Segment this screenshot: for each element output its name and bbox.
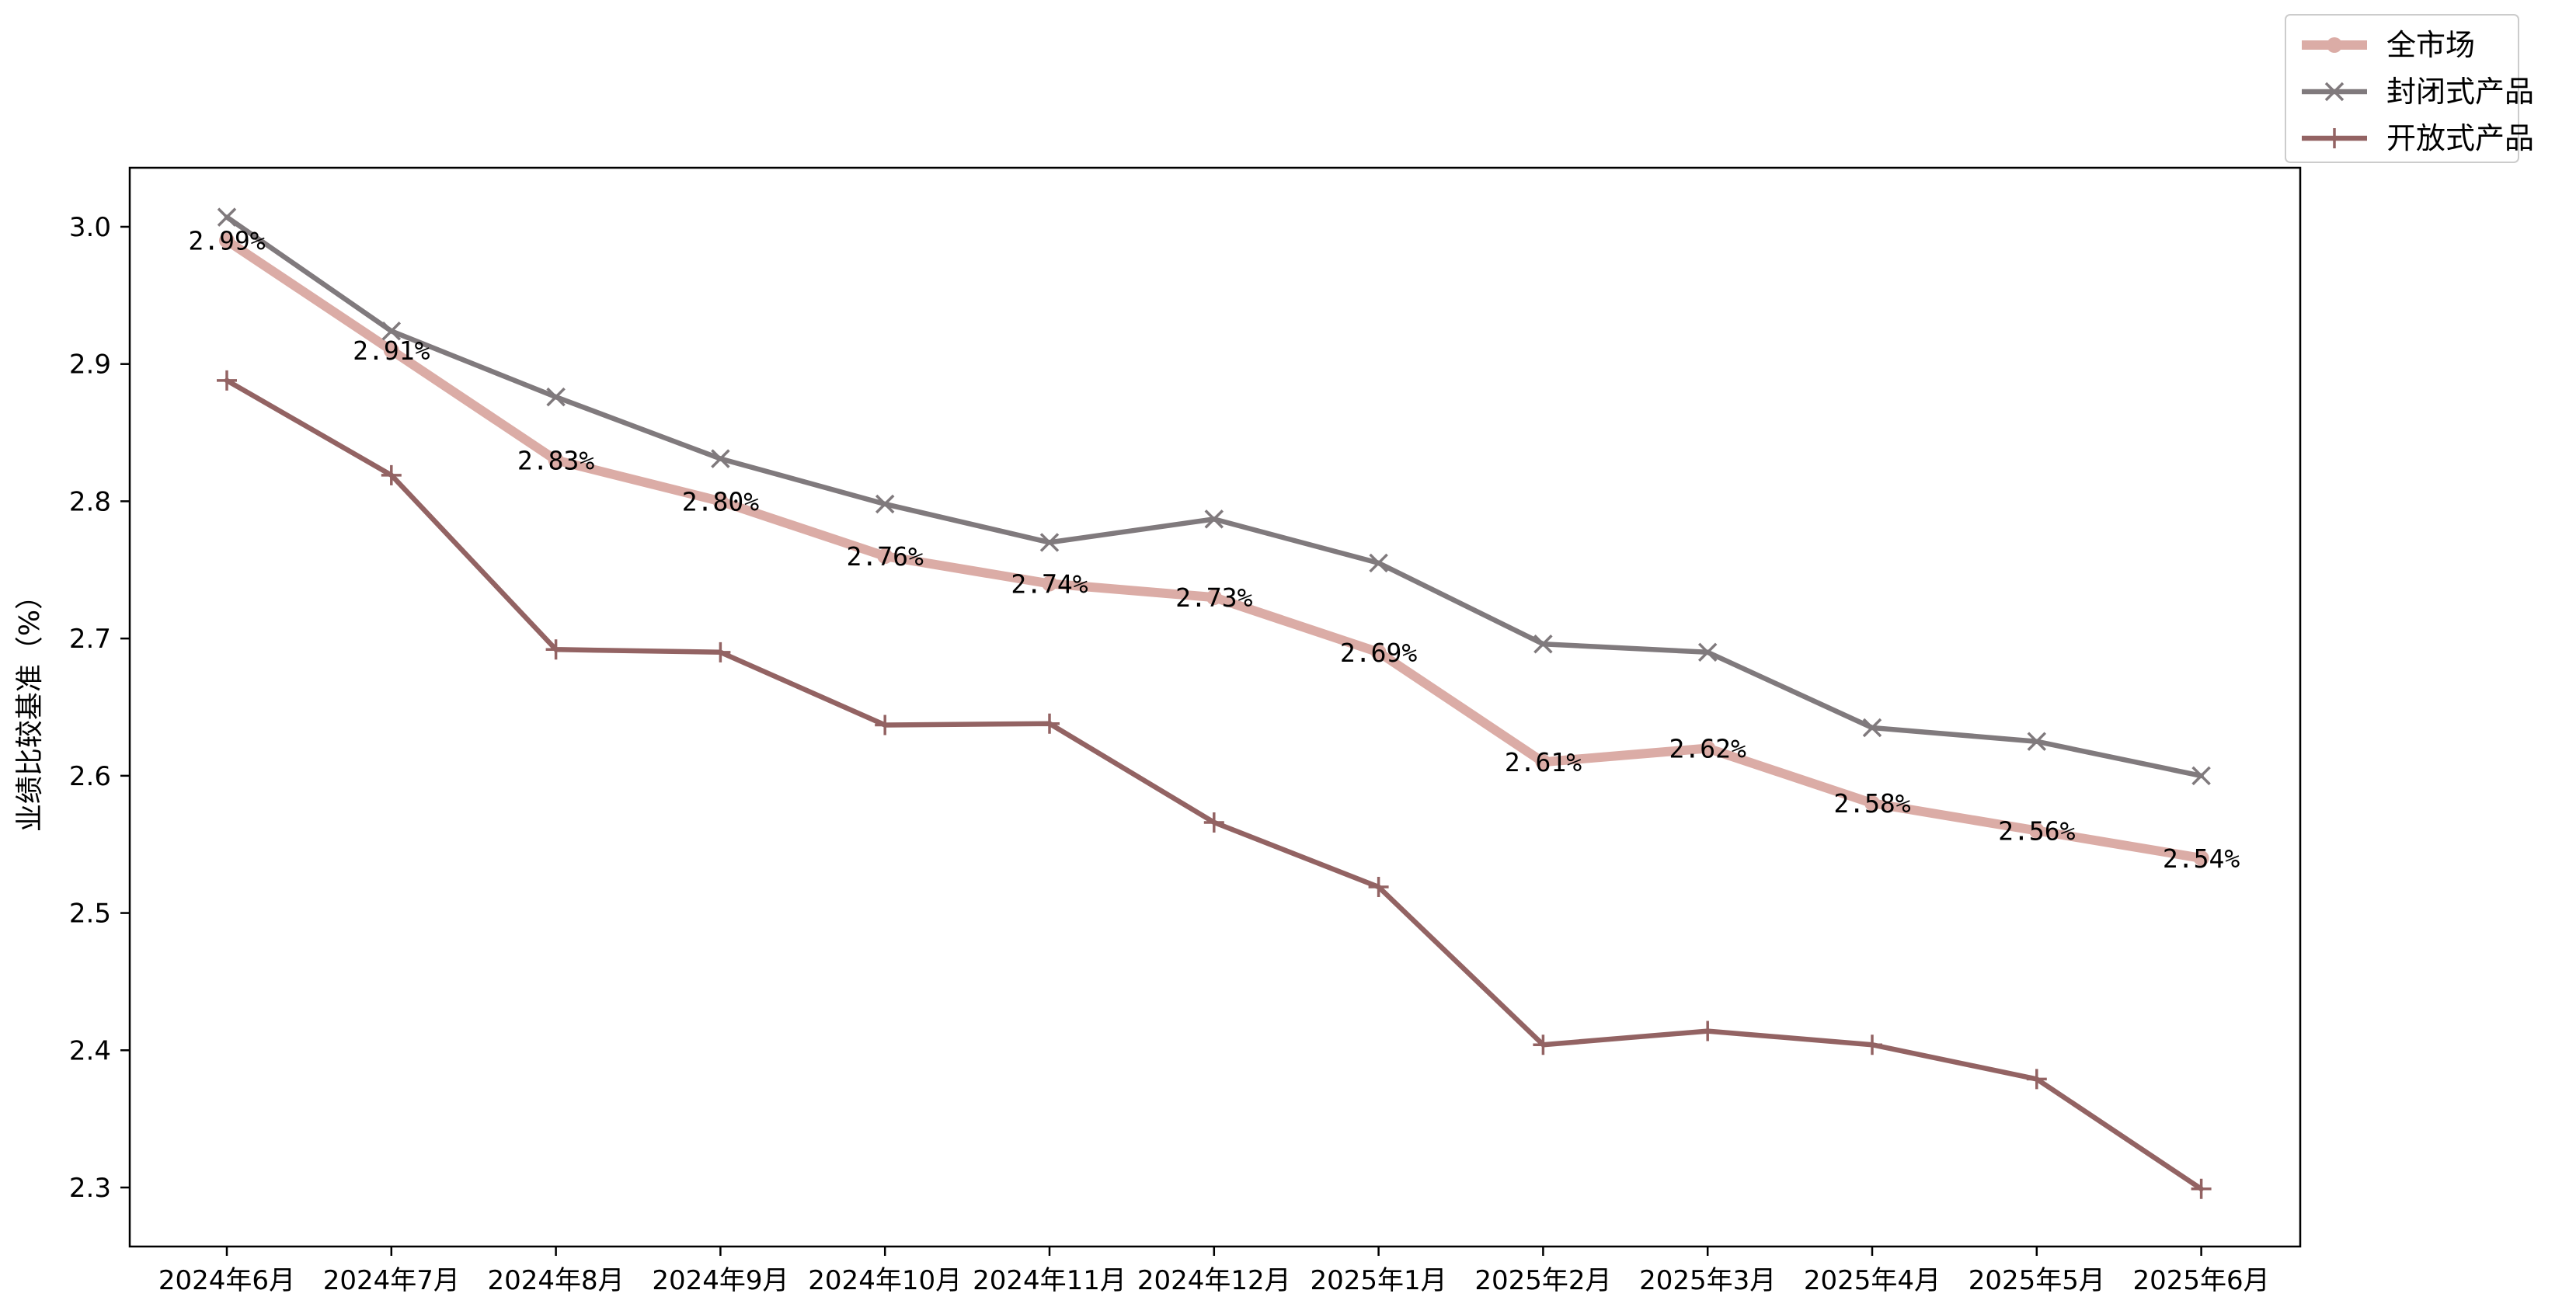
data-label: 2.83%: [517, 445, 594, 475]
data-point: [1864, 795, 1880, 812]
data-point: [217, 370, 237, 391]
data-point: [1039, 533, 1060, 552]
data-point: [383, 343, 399, 359]
x-tick-label: 2024年10月: [808, 1265, 962, 1296]
data-point: [1700, 740, 1716, 756]
legend-label: 封闭式产品: [2386, 75, 2534, 109]
series-layer: [217, 207, 2212, 1199]
series-2: [217, 207, 2211, 786]
data-point: [1042, 575, 1057, 592]
legend-item: 开放式产品: [2302, 121, 2534, 155]
data-point: [1535, 754, 1551, 770]
data-point: [1039, 713, 1060, 734]
data-point: [1533, 1034, 1554, 1055]
data-point: [381, 322, 402, 341]
data-label: 2.80%: [682, 486, 759, 516]
data-point: [217, 207, 237, 227]
data-label: 2.74%: [1011, 569, 1088, 599]
x-tick-label: 2024年11月: [973, 1265, 1126, 1296]
data-point: [1370, 644, 1387, 660]
data-label: 2.99%: [188, 226, 265, 256]
data-point: [1533, 634, 1553, 654]
legend-box: [2285, 14, 2519, 163]
legend-label: 全市场: [2386, 28, 2475, 62]
data-label: 2.91%: [353, 336, 430, 366]
y-tick-label: 2.6: [69, 761, 111, 792]
x-tick-label: 2024年7月: [323, 1265, 460, 1296]
data-label: 2.56%: [1998, 816, 2075, 847]
data-point: [2327, 37, 2342, 53]
plot-area: [128, 166, 2302, 1248]
y-tick-label: 2.7: [69, 624, 111, 655]
x-tick-label: 2024年8月: [488, 1265, 625, 1296]
series-3: [217, 370, 2212, 1199]
data-point: [1369, 553, 1388, 573]
data-point: [2193, 850, 2209, 866]
data-point: [2027, 732, 2047, 751]
data-point: [1203, 812, 1224, 833]
x-tick-label: 2024年6月: [158, 1265, 295, 1296]
data-point: [1204, 509, 1224, 529]
data-point: [219, 232, 235, 249]
x-axis: 2024年6月 2024年7月 2024年8月 2024年9月 2024年10月 2024…: [158, 1247, 2270, 1296]
y-tick-label: 2.4: [69, 1035, 111, 1066]
data-labels: 2.99% 2.91% 2.83% 2.80% 2.76% 2.74% 2.73% 2.69%…: [188, 226, 2240, 874]
data-label: 2.69%: [1340, 638, 1417, 668]
data-point: [711, 449, 730, 468]
data-label: 2.76%: [847, 541, 924, 572]
data-point: [1862, 1034, 1882, 1055]
data-point: [545, 639, 566, 660]
legend-label: 开放式产品: [2386, 121, 2534, 155]
x-tick-label: 2025年4月: [1804, 1265, 1941, 1296]
x-tick-label: 2024年9月: [652, 1265, 788, 1296]
data-point: [1697, 642, 1718, 662]
legend-item: 封闭式产品: [2302, 75, 2534, 109]
data-point: [2026, 1069, 2047, 1090]
y-axis-label: 业绩比较基准（%）: [14, 582, 46, 832]
y-axis: 2.3 2.4 2.5 2.6 2.7 2.8 2.9 3.0: [69, 212, 130, 1204]
data-point: [877, 548, 893, 565]
x-tick-label: 2024年12月: [1137, 1265, 1291, 1296]
x-tick-label: 2025年6月: [2133, 1265, 2270, 1296]
data-point: [2191, 1178, 2212, 1199]
data-label: 2.73%: [1175, 582, 1252, 613]
data-point: [1697, 1021, 1718, 1041]
x-tick-label: 2025年1月: [1311, 1265, 1447, 1296]
y-tick-label: 2.8: [69, 486, 111, 517]
series-1: [219, 232, 2209, 866]
data-label: 2.61%: [1505, 747, 1582, 777]
data-point: [2324, 128, 2345, 148]
y-tick-label: 2.9: [69, 349, 111, 381]
y-tick-label: 3.0: [69, 212, 111, 243]
data-point: [875, 715, 896, 735]
x-tick-label: 2025年5月: [1969, 1265, 2105, 1296]
data-point: [1368, 877, 1389, 897]
legend-item: 全市场: [2302, 28, 2475, 62]
data-point: [712, 493, 729, 509]
data-point: [2028, 822, 2045, 839]
data-point: [381, 464, 402, 485]
x-tick-label: 2025年2月: [1474, 1265, 1611, 1296]
x-tick-label: 2025年3月: [1639, 1265, 1776, 1296]
data-label: 2.54%: [2163, 843, 2240, 874]
data-point: [548, 452, 564, 468]
data-point: [1206, 589, 1222, 606]
data-label: 2.62%: [1669, 734, 1746, 764]
data-point: [546, 387, 566, 407]
y-tick-label: 2.3: [69, 1173, 111, 1204]
data-point: [710, 642, 731, 662]
y-tick-label: 2.5: [69, 899, 111, 930]
data-label: 2.58%: [1833, 788, 1910, 819]
data-point: [875, 494, 895, 514]
data-point: [2191, 766, 2211, 786]
data-point: [2324, 82, 2345, 102]
data-point: [1862, 718, 1882, 738]
